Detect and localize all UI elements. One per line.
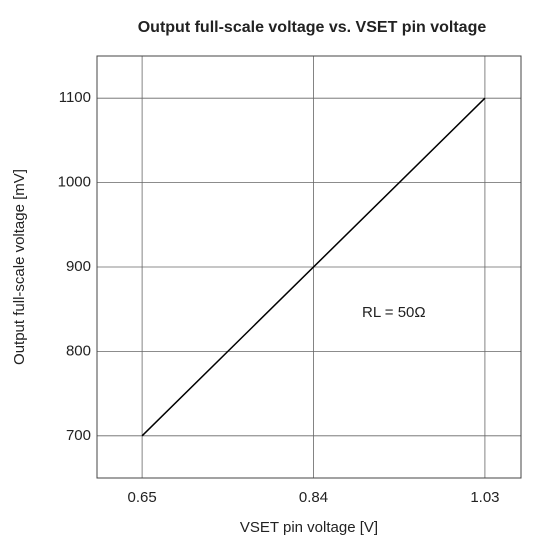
annotation: RL = 50Ω bbox=[362, 304, 426, 321]
x-tick-label: 0.84 bbox=[299, 489, 328, 506]
plot-frame bbox=[96, 55, 522, 479]
y-tick-label: 800 bbox=[66, 342, 91, 359]
chart-title: Output full-scale voltage vs. VSET pin v… bbox=[138, 19, 487, 36]
x-tick-label: 1.03 bbox=[470, 489, 499, 506]
y-tick-label: 700 bbox=[66, 427, 91, 444]
y-tick-label: 1100 bbox=[59, 89, 91, 106]
y-axis-label: Output full-scale voltage [mV] bbox=[11, 169, 28, 365]
y-tick-label: 1000 bbox=[58, 174, 91, 191]
x-axis-label: VSET pin voltage [V] bbox=[240, 519, 378, 536]
line bbox=[141, 97, 486, 437]
x-tick-label: 0.65 bbox=[128, 489, 157, 506]
y-tick-label: 900 bbox=[66, 258, 91, 275]
